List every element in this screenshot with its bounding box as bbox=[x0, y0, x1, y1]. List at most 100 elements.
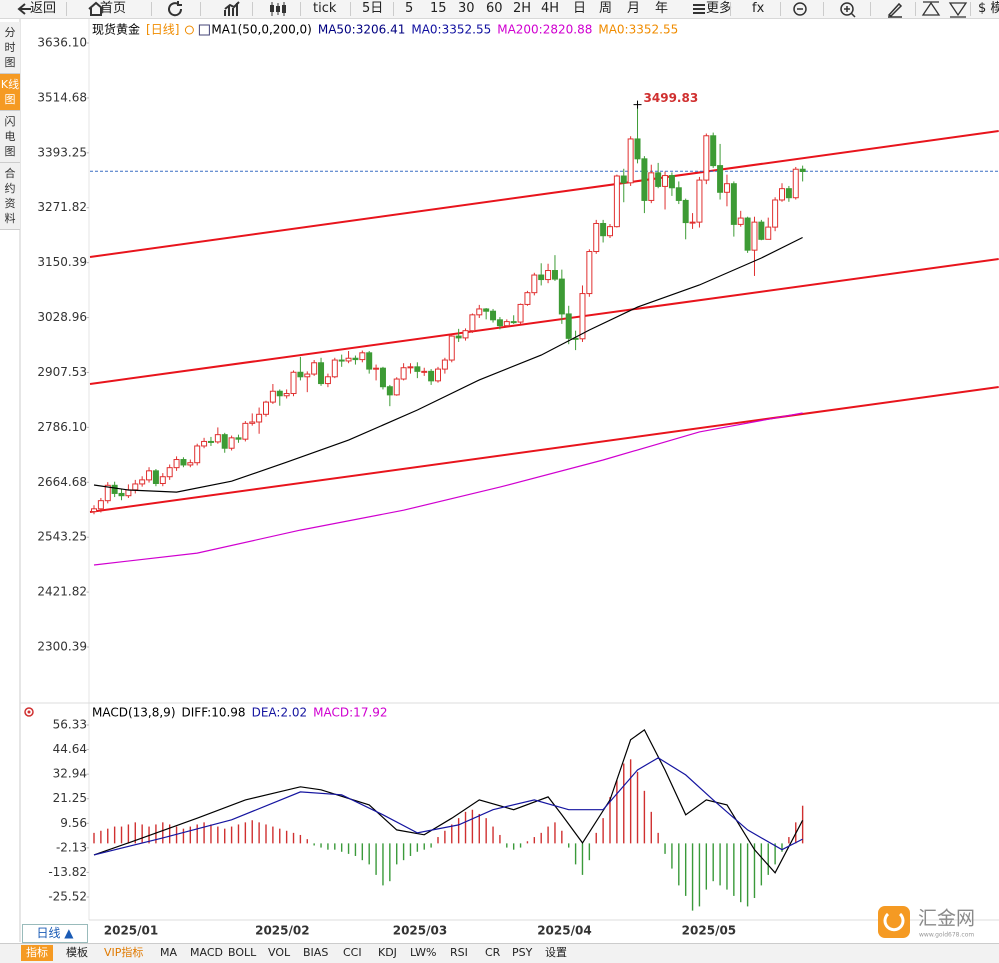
toolbar-button[interactable]: fx bbox=[752, 1, 765, 16]
toolbar: 返回 首页 tick 5日 5 15 30 60 2H 4H 日周月年 更多 fx $ 模 bbox=[0, 0, 999, 19]
toolbar-button[interactable]: 周 bbox=[599, 1, 613, 16]
candle-body bbox=[517, 303, 524, 323]
indicator-line bbox=[93, 729, 804, 874]
macd-bar bbox=[485, 818, 487, 844]
macd-bar bbox=[189, 826, 192, 844]
toolbar-button[interactable]: 15 bbox=[430, 1, 447, 16]
logo-url: www.gold678.com bbox=[919, 932, 974, 939]
candle-icon[interactable] bbox=[268, 0, 288, 18]
macd-bar bbox=[457, 818, 460, 844]
toolbar-button[interactable]: 返回 bbox=[30, 1, 57, 16]
indicator-tab[interactable]: KDJ bbox=[378, 946, 397, 959]
candle-body bbox=[159, 476, 166, 484]
toolbar-button[interactable]: tick bbox=[313, 1, 337, 16]
legend-entry: MA1(50,0,200,0) bbox=[211, 23, 311, 37]
macd-bar bbox=[554, 822, 556, 844]
toolbar-button[interactable]: $ 模 bbox=[978, 1, 999, 16]
candle-body bbox=[207, 440, 214, 443]
indicator-tab[interactable]: 设置 bbox=[545, 946, 567, 959]
macd-bar bbox=[299, 834, 302, 844]
indicator-tab[interactable]: BIAS bbox=[303, 946, 329, 959]
toolbar-button[interactable]: 30 bbox=[458, 1, 475, 16]
home-icon[interactable] bbox=[86, 0, 106, 18]
macd-bar bbox=[237, 824, 240, 844]
indicator-tab[interactable]: CR bbox=[485, 946, 501, 959]
refresh-icon[interactable] bbox=[166, 0, 186, 18]
legend-entry: MA200:2820.88 bbox=[497, 23, 592, 37]
macd-bar bbox=[568, 843, 570, 848]
macd-bar bbox=[767, 843, 769, 875]
indicator-tab[interactable]: 指标 bbox=[21, 945, 53, 961]
candle-body bbox=[400, 367, 407, 380]
candle-body bbox=[730, 183, 737, 225]
macd-bar bbox=[113, 826, 116, 844]
candle-body bbox=[593, 222, 600, 253]
pen-icon[interactable] bbox=[885, 0, 905, 18]
toolbar-button[interactable]: 5日 bbox=[362, 1, 384, 16]
zoom-in-icon[interactable] bbox=[838, 0, 858, 18]
legend-entry: DIFF:10.98 bbox=[182, 706, 246, 720]
back-icon[interactable] bbox=[14, 0, 34, 18]
indicator-tab[interactable]: CCI bbox=[343, 946, 362, 959]
macd-bar bbox=[396, 843, 398, 865]
toolbar-button[interactable]: 更多 bbox=[706, 1, 733, 16]
toolbar-button[interactable]: 5 bbox=[405, 1, 414, 16]
toolbar-button[interactable]: 年 bbox=[655, 1, 669, 16]
macd-bar bbox=[512, 843, 515, 850]
macd-bar bbox=[492, 826, 494, 844]
sidebar-tab[interactable]: 分时图 bbox=[0, 22, 20, 74]
indicator-tab[interactable]: PSY bbox=[512, 946, 533, 959]
triangle-down-icon[interactable] bbox=[948, 0, 968, 18]
x-tick-label: 2025/04 bbox=[537, 924, 591, 938]
indicator-tab[interactable]: MACD bbox=[190, 946, 223, 959]
macd-bar bbox=[437, 837, 439, 844]
macd-bar bbox=[100, 830, 102, 844]
toolbar-button[interactable]: 日 bbox=[573, 1, 587, 16]
indicator-tab[interactable]: VIP指标 bbox=[104, 946, 144, 959]
macd-bar bbox=[162, 822, 164, 844]
candle-body bbox=[276, 390, 283, 397]
candle-body bbox=[152, 470, 159, 484]
chart-icon[interactable] bbox=[222, 0, 242, 18]
menu-icon[interactable] bbox=[690, 0, 710, 18]
toolbar-separator bbox=[350, 2, 351, 16]
macd-bar bbox=[265, 824, 267, 844]
toolbar-button[interactable]: 2H bbox=[513, 1, 532, 16]
zoom-out-icon[interactable] bbox=[791, 0, 811, 18]
indicator-tab[interactable]: 模板 bbox=[66, 946, 88, 959]
candle-body bbox=[648, 172, 655, 201]
macd-bar bbox=[217, 826, 219, 844]
indicator-tab[interactable]: RSI bbox=[450, 946, 468, 959]
candle-body bbox=[297, 371, 304, 378]
toolbar-separator bbox=[200, 2, 201, 16]
macd-bar bbox=[334, 843, 336, 850]
toolbar-separator bbox=[870, 2, 871, 16]
candle-body bbox=[723, 183, 730, 193]
candle-body bbox=[228, 437, 235, 449]
sidebar-tab[interactable]: K线图 bbox=[0, 74, 20, 111]
indicator-tab[interactable]: MA bbox=[160, 946, 178, 959]
toolbar-button[interactable]: 月 bbox=[627, 1, 641, 16]
candle-body bbox=[689, 221, 696, 224]
toolbar-button[interactable]: 60 bbox=[486, 1, 503, 16]
toolbar-separator bbox=[393, 2, 394, 16]
candle-body bbox=[490, 310, 497, 321]
period-selector[interactable]: 日线 ▲ bbox=[22, 924, 88, 943]
indicator-tab[interactable]: VOL bbox=[268, 946, 291, 959]
triangle-up-icon[interactable] bbox=[921, 0, 941, 18]
macd-bar bbox=[258, 822, 260, 844]
y-tick-label: 2907.53 bbox=[37, 365, 87, 379]
sidebar-tab[interactable]: 合约资料 bbox=[0, 163, 20, 230]
candle-body bbox=[97, 500, 104, 510]
macd-icon[interactable] bbox=[24, 707, 34, 717]
sidebar-tab[interactable]: 闪电图 bbox=[0, 111, 20, 163]
indicator-tab[interactable]: BOLL bbox=[228, 946, 257, 959]
candle-body bbox=[662, 175, 669, 187]
candle-body bbox=[379, 367, 386, 388]
indicator-tab[interactable]: LW% bbox=[410, 946, 437, 959]
toolbar-button[interactable]: 首页 bbox=[100, 1, 127, 16]
toolbar-button[interactable]: 4H bbox=[541, 1, 560, 16]
macd-bar bbox=[684, 843, 687, 896]
toolbar-separator bbox=[823, 2, 824, 16]
